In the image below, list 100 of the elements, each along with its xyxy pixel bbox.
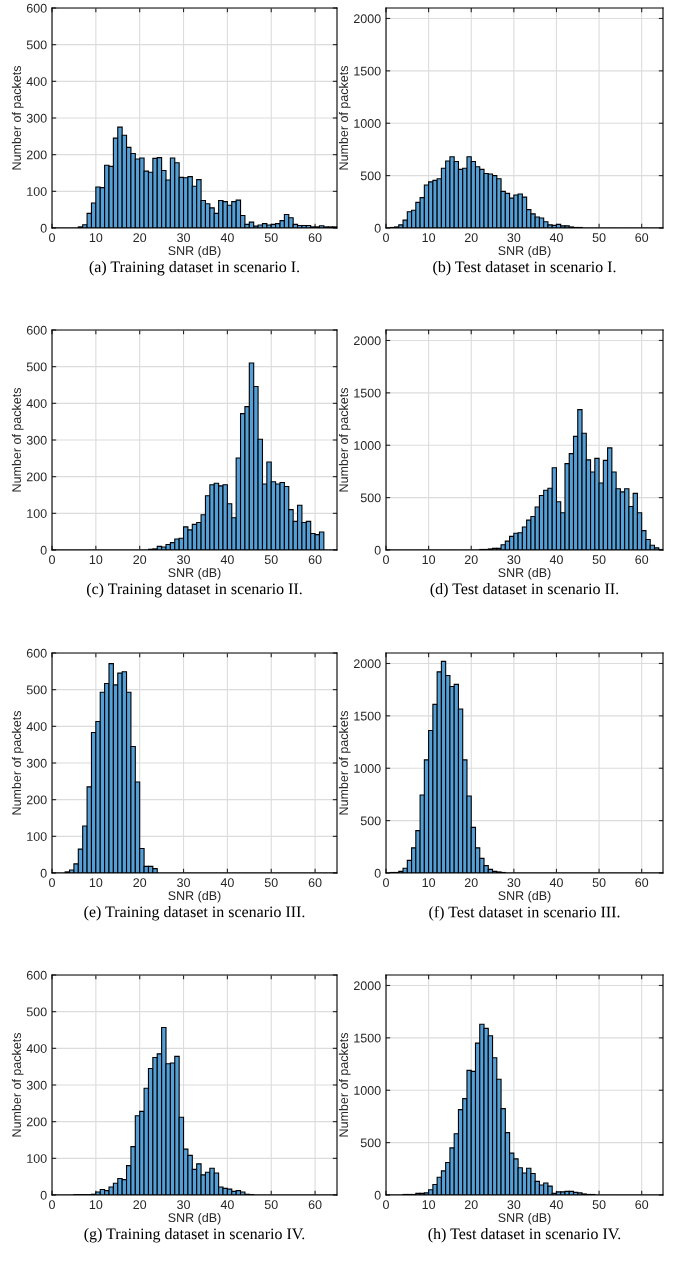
x-tick-label: 60: [635, 878, 649, 888]
x-tick-label: 0: [383, 233, 389, 243]
x-tick-label: 20: [133, 555, 147, 565]
y-tick-label: 500: [360, 816, 381, 826]
x-tick-label: 60: [308, 1200, 322, 1210]
text: (h) Test dataset in scenario IV.: [428, 1228, 621, 1243]
y-tick-label: 500: [360, 1138, 381, 1148]
x-tick-label: 0: [49, 233, 55, 243]
y-tick-label: 1500: [354, 711, 381, 721]
y-tick-label: 200: [26, 472, 47, 482]
text: (d) Test dataset in scenario II.: [430, 583, 619, 598]
y-tick-label: 600: [26, 970, 47, 980]
x-axis-title: SNR (dB): [498, 890, 551, 903]
y-tick-label: 100: [27, 509, 47, 518]
x-tick-label: 40: [220, 555, 234, 565]
y-tick-label: 1500: [354, 1033, 381, 1043]
y-tick-label: 500: [26, 1007, 47, 1017]
x-tick-label: 50: [264, 555, 278, 565]
y-tick-label: 600: [26, 3, 47, 13]
x-tick-label: 40: [549, 233, 563, 243]
text: (g) Training dataset in scenario IV.: [84, 1228, 305, 1243]
y-tick-label: 300: [26, 1080, 47, 1090]
y-axis-title: Number of packets: [11, 1032, 24, 1137]
y-tick-label: 0: [40, 223, 47, 233]
y-tick-label: 600: [26, 648, 47, 658]
y-axis-title: Number of packets: [338, 387, 351, 492]
y-tick-label: 500: [26, 362, 47, 372]
text: (e) Training dataset in scenario III.: [84, 906, 305, 921]
x-tick-label: 60: [308, 233, 322, 243]
y-axis-title: Number of packets: [338, 710, 351, 815]
y-tick-label: 0: [40, 868, 47, 878]
text: (c) Training dataset in scenario II.: [86, 583, 302, 598]
y-axis-title: Number of packets: [338, 1032, 351, 1137]
y-tick-label: 0: [374, 545, 381, 555]
y-tick-label: 300: [26, 435, 47, 445]
x-tick-label: 0: [383, 1200, 389, 1210]
text: (f) Test dataset in scenario III.: [429, 906, 620, 921]
x-tick-label: 30: [507, 233, 521, 243]
x-tick-label: 50: [592, 233, 606, 243]
x-tick-label: 60: [635, 1200, 649, 1210]
x-tick-label: 40: [549, 1200, 563, 1210]
y-axis-title: Number of packets: [11, 387, 24, 492]
x-tick-label: 50: [592, 555, 606, 565]
x-tick-label: 40: [549, 555, 563, 565]
x-tick-label: 30: [507, 555, 521, 565]
x-axis-title: SNR (dB): [168, 890, 221, 903]
y-tick-label: 200: [26, 1117, 47, 1127]
x-tick-label: 60: [635, 555, 649, 565]
y-tick-label: 1500: [354, 388, 381, 398]
y-tick-label: 300: [26, 113, 47, 123]
x-tick-label: 10: [89, 878, 103, 888]
y-tick-label: 500: [360, 493, 381, 503]
x-tick-label: 30: [177, 233, 190, 243]
x-tick-label: 50: [592, 878, 606, 888]
y-tick-label: 2000: [353, 14, 381, 24]
x-tick-label: 10: [89, 555, 103, 565]
x-tick-label: 20: [464, 555, 478, 565]
x-tick-label: 30: [507, 878, 521, 888]
y-tick-label: 1000: [354, 119, 381, 128]
x-tick-label: 60: [635, 233, 649, 243]
x-tick-label: 50: [264, 878, 278, 888]
y-tick-label: 2000: [353, 336, 381, 346]
x-tick-label: 0: [383, 878, 389, 888]
y-tick-label: 200: [26, 795, 47, 805]
y-tick-label: 100: [27, 832, 47, 841]
x-tick-label: 0: [49, 878, 55, 888]
x-tick-label: 30: [177, 555, 190, 565]
y-tick-label: 1000: [354, 764, 381, 773]
y-tick-label: 1000: [354, 441, 381, 450]
y-tick-label: 500: [360, 171, 381, 181]
y-tick-label: 500: [26, 685, 47, 695]
x-tick-label: 20: [464, 878, 478, 888]
x-tick-label: 30: [507, 1200, 521, 1210]
y-tick-label: 0: [374, 868, 381, 878]
x-tick-label: 50: [592, 1200, 606, 1210]
y-tick-label: 100: [27, 1154, 47, 1163]
x-tick-label: 0: [49, 1200, 55, 1210]
x-tick-label: 40: [220, 878, 234, 888]
y-tick-label: 600: [26, 325, 47, 335]
x-axis-title: SNR (dB): [498, 245, 551, 258]
x-tick-label: 10: [422, 555, 436, 565]
x-tick-label: 40: [220, 1200, 234, 1210]
y-tick-label: 200: [26, 150, 47, 160]
y-tick-label: 100: [27, 187, 47, 196]
y-tick-label: 500: [26, 40, 47, 50]
y-axis-title: Number of packets: [11, 710, 24, 815]
x-tick-label: 0: [49, 555, 55, 565]
y-tick-label: 0: [374, 223, 381, 233]
x-tick-label: 10: [422, 878, 436, 888]
x-tick-label: 20: [133, 233, 147, 243]
y-tick-label: 400: [26, 1044, 47, 1053]
x-tick-label: 40: [220, 233, 234, 243]
x-tick-label: 0: [383, 555, 389, 565]
x-tick-label: 10: [89, 1200, 103, 1210]
x-axis-title: SNR (dB): [168, 567, 221, 580]
x-tick-label: 10: [422, 1200, 436, 1210]
x-tick-label: 10: [89, 233, 103, 243]
x-tick-label: 20: [133, 1200, 147, 1210]
x-axis-title: SNR (dB): [168, 1212, 221, 1225]
y-tick-label: 400: [26, 399, 47, 408]
